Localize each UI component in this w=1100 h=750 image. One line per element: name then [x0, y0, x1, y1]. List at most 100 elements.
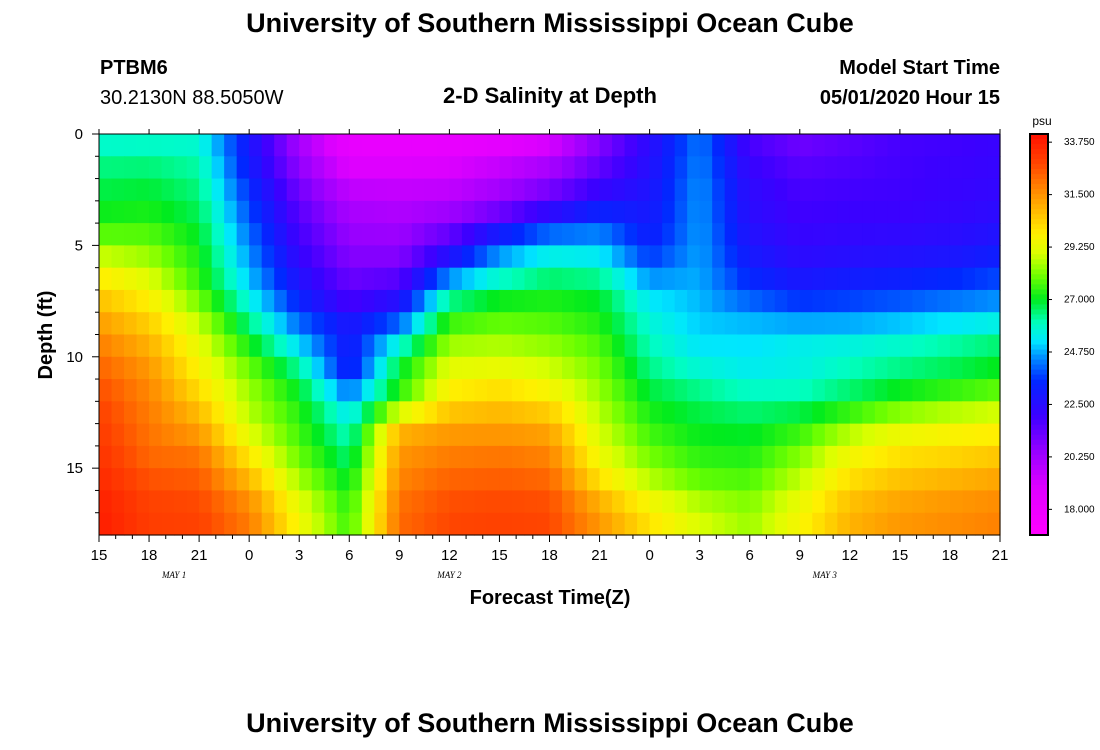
- heatmap-cell: [461, 312, 476, 336]
- heatmap-cell: [974, 445, 989, 469]
- heatmap-cell: [374, 134, 388, 157]
- heatmap-cell: [111, 245, 125, 269]
- heatmap-cell: [411, 223, 425, 246]
- heatmap-cell: [161, 334, 175, 358]
- heatmap-cell: [862, 289, 876, 313]
- heatmap-cell: [862, 134, 876, 157]
- heatmap-cell: [812, 134, 826, 157]
- y-tick-label: 10: [66, 349, 83, 366]
- heatmap-cell: [824, 512, 838, 536]
- heatmap-cell: [924, 468, 939, 492]
- heatmap-cell: [562, 512, 576, 536]
- heatmap-cell: [324, 134, 338, 157]
- heatmap-cell: [236, 267, 250, 291]
- heatmap-cell: [612, 156, 626, 180]
- colorbar-band: [1030, 364, 1048, 371]
- heatmap-cell: [612, 134, 626, 157]
- x-tick-label: 15: [91, 547, 108, 564]
- heatmap-cell: [311, 289, 325, 313]
- heatmap-cell: [649, 356, 663, 380]
- heatmap-cell: [486, 156, 501, 180]
- heatmap-cell: [724, 468, 738, 492]
- heatmap-cell: [912, 312, 926, 336]
- heatmap-cell: [486, 468, 501, 492]
- colorbar-band: [1030, 454, 1048, 461]
- heatmap-cell: [299, 423, 313, 447]
- colorbar-band: [1030, 459, 1048, 466]
- heatmap-cell: [324, 289, 338, 313]
- heatmap-cell: [299, 401, 313, 425]
- heatmap-cell: [787, 312, 801, 336]
- heatmap-cell: [411, 356, 425, 380]
- heatmap-cell: [762, 245, 776, 269]
- heatmap-cell: [486, 423, 501, 447]
- heatmap-cell: [599, 356, 613, 380]
- heatmap-cell: [399, 379, 413, 402]
- heatmap-cell: [324, 178, 338, 202]
- heatmap-cell: [524, 356, 538, 380]
- heatmap-cell: [474, 401, 488, 425]
- heatmap-cell: [161, 223, 175, 246]
- heatmap-cell: [374, 223, 388, 246]
- heatmap-cell: [161, 512, 175, 536]
- heatmap-cell: [99, 134, 113, 157]
- heatmap-cell: [899, 423, 913, 447]
- heatmap-cell: [411, 379, 425, 402]
- heatmap-cell: [762, 289, 776, 313]
- heatmap-cell: [962, 490, 976, 514]
- heatmap-cell: [974, 334, 989, 358]
- heatmap-cell: [461, 423, 476, 447]
- heatmap-cell: [224, 512, 238, 536]
- heatmap-cell: [712, 468, 726, 492]
- heatmap-cell: [987, 312, 1001, 336]
- heatmap-cell: [211, 401, 225, 425]
- heatmap-cell: [224, 156, 238, 180]
- heatmap-cell: [449, 156, 463, 180]
- heatmap-cell: [599, 468, 613, 492]
- heatmap-cell: [249, 223, 263, 246]
- heatmap-cell: [687, 134, 701, 157]
- heatmap-cell: [136, 490, 150, 514]
- colorbar-band: [1030, 399, 1048, 406]
- heatmap-cell: [824, 401, 838, 425]
- heatmap-cell: [236, 512, 250, 536]
- heatmap-cell: [411, 512, 425, 536]
- heatmap-cell: [699, 134, 713, 157]
- colorbar-band: [1030, 164, 1048, 170]
- heatmap-cell: [136, 267, 150, 291]
- heatmap-cell: [486, 312, 501, 336]
- station-location: 30.2130N 88.5050W: [100, 87, 284, 109]
- heatmap-cell: [687, 356, 701, 380]
- heatmap-cell: [824, 445, 838, 469]
- heatmap-cell: [949, 334, 964, 358]
- heatmap-cell: [924, 134, 939, 157]
- heatmap-cell: [511, 178, 526, 202]
- heatmap-cell: [124, 245, 138, 269]
- heatmap-cell: [336, 312, 350, 336]
- heatmap-cell: [236, 156, 250, 180]
- heatmap-cell: [974, 267, 989, 291]
- heatmap-cell: [199, 200, 213, 224]
- heatmap-cell: [937, 401, 951, 425]
- heatmap-cell: [524, 468, 538, 492]
- heatmap-cell: [549, 401, 563, 425]
- heatmap-cell: [261, 267, 275, 291]
- heatmap-cell: [299, 334, 313, 358]
- heatmap-cell: [574, 334, 588, 358]
- date-label: MAY 2: [436, 570, 462, 580]
- heatmap-cell: [311, 445, 325, 469]
- heatmap-cell: [361, 445, 375, 469]
- heatmap-cell: [937, 468, 951, 492]
- heatmap-cell: [99, 312, 113, 336]
- heatmap-cell: [962, 512, 976, 536]
- heatmap-cell: [224, 223, 238, 246]
- heatmap-cell: [111, 267, 125, 291]
- heatmap-cell: [411, 490, 425, 514]
- heatmap-cell: [674, 289, 688, 313]
- heatmap-cell: [987, 356, 1001, 380]
- colorbar-band: [1030, 149, 1048, 155]
- heatmap-cell: [949, 134, 964, 157]
- heatmap-cell: [174, 423, 188, 447]
- heatmap-cell: [749, 134, 763, 157]
- heatmap-cell: [174, 200, 188, 224]
